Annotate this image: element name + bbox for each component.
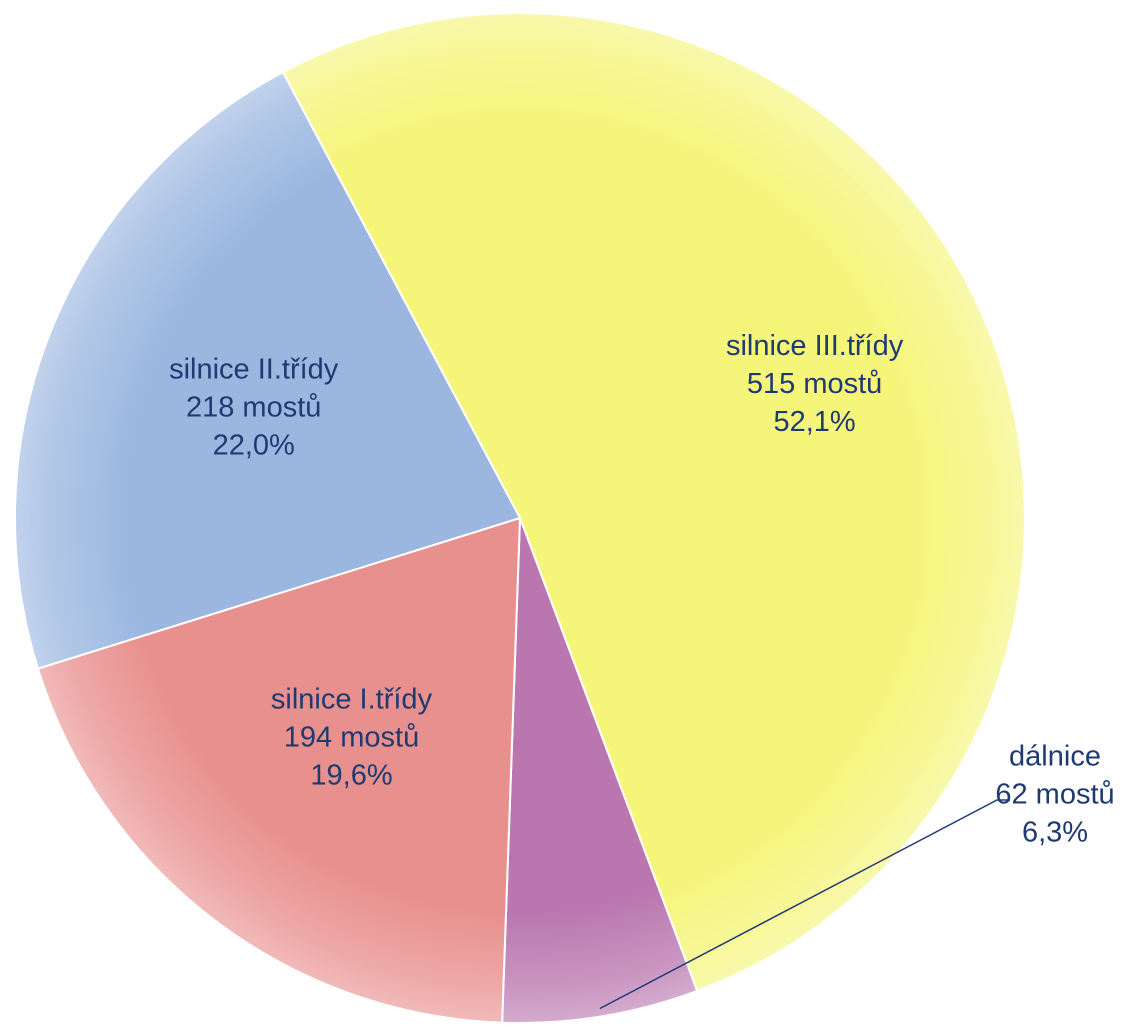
slice-labels: silnice III.třídy 515 mostů 52,1% dálnice 62… <box>169 330 1115 849</box>
slice-label-count-1: 515 mostů <box>747 368 882 400</box>
slice-label-percent-1: 52,1% <box>773 406 855 438</box>
slice-label-percent-3: 19,6% <box>310 759 392 791</box>
slice-label-category-2: dálnice <box>1009 741 1101 773</box>
leader-line-2 <box>599 799 1010 1010</box>
slice-label-category-1: silnice III.třídy <box>726 330 904 362</box>
slice-label-count-2: 62 mostů <box>995 779 1114 811</box>
slice-label-percent-4: 22,0% <box>213 429 295 461</box>
pie-slices <box>14 12 1027 1024</box>
slice-label-category-4: silnice II.třídy <box>169 353 339 385</box>
leader-lines <box>599 799 1010 1010</box>
slice-label-percent-2: 6,3% <box>1022 817 1088 849</box>
slice-label-category-3: silnice I.třídy <box>271 683 433 715</box>
slice-label-count-3: 194 mostů <box>284 721 419 753</box>
slice-label-count-4: 218 mostů <box>186 391 321 423</box>
